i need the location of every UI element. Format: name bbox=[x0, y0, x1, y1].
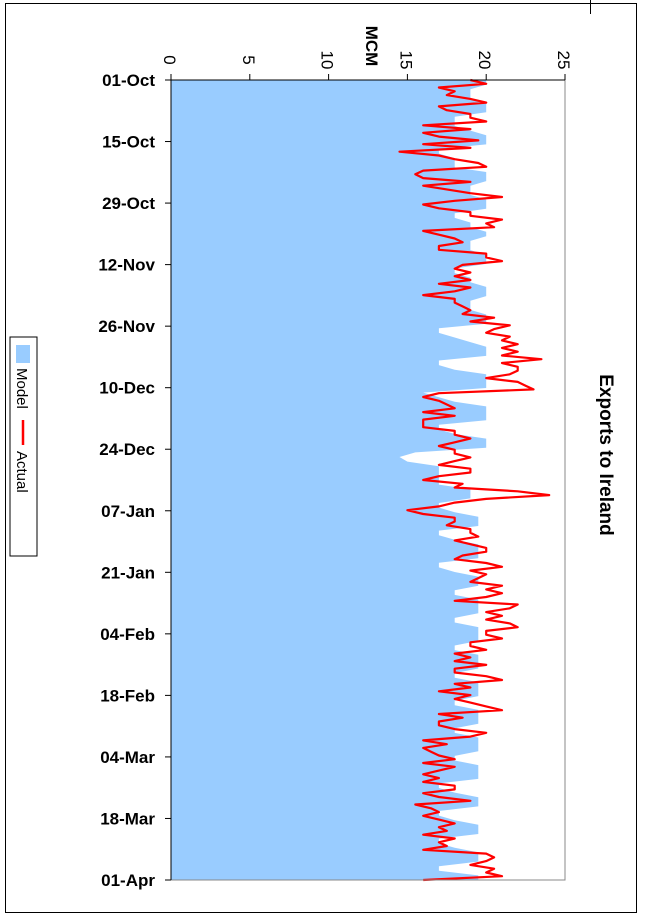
date-tick-label: 04-Feb bbox=[100, 625, 155, 644]
value-tick-label: 25 bbox=[554, 51, 573, 70]
value-tick-label: 10 bbox=[318, 51, 337, 70]
axes: 0 5 10 15 20 25 01-Oct 15-Oct 29-Oct 12-Nov 26-Nov… bbox=[98, 51, 573, 890]
date-tick-label: 26-Nov bbox=[98, 317, 155, 336]
value-tick-label: 15 bbox=[396, 51, 415, 70]
plot-area bbox=[171, 78, 565, 882]
date-tick-label: 15-Oct bbox=[102, 133, 155, 152]
date-tick-label: 21-Jan bbox=[101, 563, 155, 582]
date-tick-label: 24-Dec bbox=[99, 440, 155, 459]
legend-model-swatch bbox=[16, 345, 30, 363]
value-tick-label: 20 bbox=[475, 51, 494, 70]
legend-actual-label: Actual bbox=[13, 451, 30, 493]
date-tick-label: 10-Dec bbox=[99, 379, 155, 398]
date-tick-label: 18-Mar bbox=[100, 809, 155, 828]
date-tick-label: 18-Feb bbox=[100, 686, 155, 705]
chart-title: Exports to Ireland bbox=[595, 374, 616, 536]
value-tick-label: 0 bbox=[160, 55, 179, 64]
legend: Model Actual bbox=[9, 336, 38, 557]
chart-frame bbox=[5, 3, 637, 913]
value-tick-label: 5 bbox=[239, 55, 258, 64]
model-area bbox=[171, 80, 487, 880]
date-tick-label: 01-Apr bbox=[101, 871, 155, 890]
legend-model-label: Model bbox=[13, 368, 30, 409]
legend-box bbox=[9, 336, 38, 557]
date-tick-label: 29-Oct bbox=[102, 194, 155, 213]
frame-tick-line bbox=[590, 0, 591, 14]
y-axis-label: MCM bbox=[362, 26, 381, 67]
date-tick-label: 04-Mar bbox=[100, 748, 155, 767]
actual-line bbox=[398, 78, 551, 882]
date-tick-label: 01-Oct bbox=[102, 71, 155, 90]
date-tick-label: 12-Nov bbox=[98, 256, 155, 275]
date-tick-label: 07-Jan bbox=[101, 502, 155, 521]
